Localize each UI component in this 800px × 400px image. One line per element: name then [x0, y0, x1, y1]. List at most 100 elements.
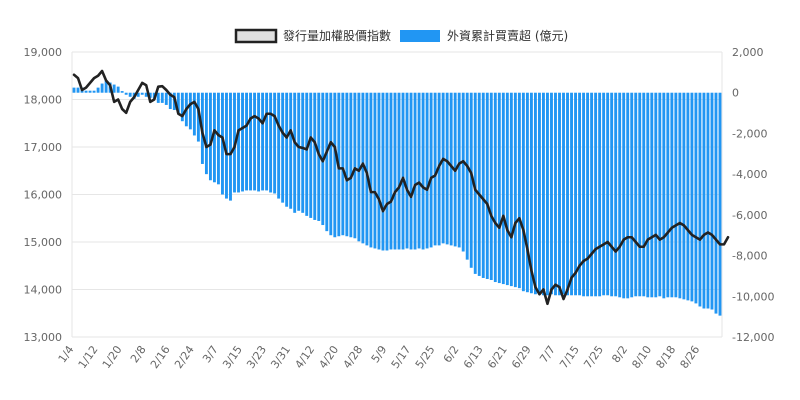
x-tick-label: 6/13 — [461, 343, 486, 371]
bar — [241, 92, 244, 192]
x-tick-label: 2/8 — [128, 343, 149, 365]
bar — [666, 92, 670, 298]
bar — [485, 92, 489, 279]
bar — [329, 92, 333, 236]
bar — [529, 92, 533, 294]
bar — [606, 92, 610, 296]
x-tick-label: 1/12 — [76, 343, 101, 371]
bar — [136, 92, 140, 97]
bar — [277, 92, 281, 199]
bar — [357, 92, 361, 242]
bar — [401, 92, 405, 250]
bar — [281, 92, 285, 203]
bar — [513, 92, 517, 288]
bar — [168, 92, 172, 109]
x-tick-label: 3/31 — [268, 343, 293, 371]
x-tick-label: 6/29 — [509, 343, 534, 371]
bar — [678, 92, 682, 299]
bar — [602, 92, 606, 296]
bar — [365, 92, 369, 246]
x-tick-label: 5/17 — [389, 343, 414, 371]
bar — [389, 92, 393, 250]
x-tick-label: 8/26 — [678, 343, 703, 371]
bar — [570, 92, 573, 296]
x-tick-label: 5/9 — [369, 343, 390, 365]
bar — [204, 92, 208, 175]
y-left-tick-label: 19,000 — [24, 46, 63, 59]
x-tick-label: 7/7 — [537, 343, 558, 365]
bar — [533, 92, 537, 295]
bar — [554, 92, 557, 296]
bar — [208, 92, 212, 181]
x-tick-label: 1/4 — [56, 343, 77, 365]
bar — [84, 90, 88, 93]
bar — [646, 92, 650, 298]
y-right-tick-label: 0 — [732, 87, 739, 100]
x-tick-label: 8/10 — [629, 343, 654, 371]
bar — [421, 92, 425, 250]
bar — [497, 92, 501, 284]
bar — [614, 92, 618, 297]
bar — [714, 92, 718, 314]
x-tick-label: 3/7 — [200, 343, 221, 365]
bar — [473, 92, 477, 274]
bar — [72, 87, 76, 93]
bar — [638, 92, 642, 297]
y-right-tick-label: 2,000 — [732, 46, 764, 59]
bar — [96, 87, 100, 93]
y-right-tick-label: -10,000 — [732, 290, 774, 303]
bar — [690, 92, 694, 302]
bar — [542, 92, 545, 296]
bar — [297, 92, 301, 211]
bar — [361, 92, 365, 244]
x-tick-label: 6/2 — [441, 343, 462, 365]
legend-swatch-line — [234, 28, 278, 44]
x-tick-label: 2/16 — [148, 343, 173, 371]
y-left-tick-label: 13,000 — [24, 331, 63, 344]
x-tick-label: 3/23 — [244, 343, 269, 371]
x-tick-label: 2/24 — [172, 343, 197, 371]
bar — [237, 92, 240, 193]
bar — [501, 92, 505, 285]
bar — [393, 92, 397, 250]
bar — [521, 92, 525, 292]
bar — [325, 92, 329, 232]
bar — [566, 92, 569, 296]
bar — [88, 90, 92, 93]
bar — [120, 91, 124, 93]
bar — [658, 92, 662, 297]
bar — [425, 92, 429, 249]
bar — [562, 92, 565, 295]
legend-label-line: 發行量加權股價指數 — [283, 28, 391, 43]
y-left-tick-label: 16,000 — [24, 189, 63, 202]
y-right-tick-label: -2,000 — [732, 127, 767, 140]
bar — [457, 92, 461, 248]
y-left-tick-label: 17,000 — [24, 141, 63, 154]
bar — [594, 92, 598, 297]
bar — [469, 92, 473, 268]
bar — [618, 92, 622, 298]
x-tick-label: 4/20 — [316, 343, 341, 371]
bar — [405, 92, 409, 249]
y-right-tick-label: -12,000 — [732, 331, 774, 344]
grid-lines — [71, 51, 723, 338]
bar — [642, 92, 646, 297]
bar — [269, 92, 273, 193]
bar — [229, 92, 232, 201]
bar — [449, 92, 453, 246]
bar — [381, 92, 385, 251]
x-tick-label: 7/15 — [557, 343, 582, 371]
bar — [574, 92, 577, 296]
bar — [176, 92, 180, 114]
bar — [550, 92, 553, 295]
bar — [634, 92, 638, 297]
bar — [225, 92, 228, 199]
bar — [441, 92, 445, 244]
bar — [92, 90, 96, 93]
bar — [309, 92, 313, 218]
bar — [369, 92, 373, 248]
bar — [662, 92, 666, 299]
y-left-tick-label: 15,000 — [24, 236, 63, 249]
bar — [590, 92, 594, 297]
